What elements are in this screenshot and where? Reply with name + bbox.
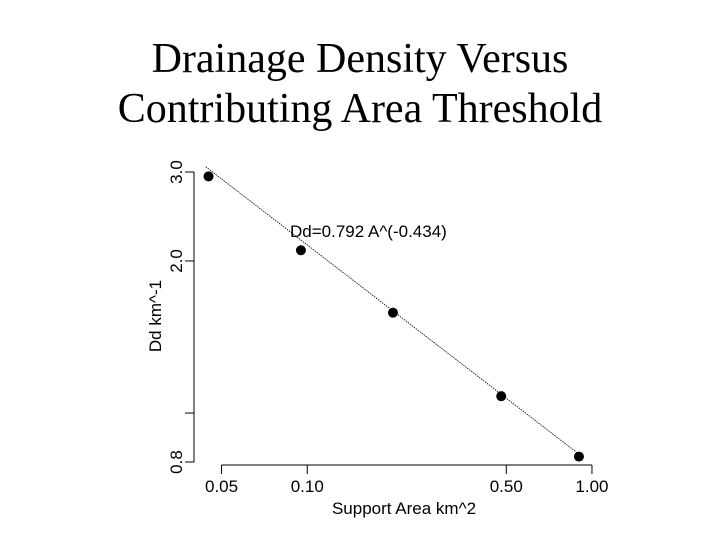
x-tick-label: 0.10 bbox=[291, 477, 324, 496]
y-tick-label: 0.8 bbox=[167, 450, 186, 474]
data-point bbox=[496, 391, 507, 402]
chart-title-line-2: Contributing Area Threshold bbox=[117, 86, 603, 132]
fit-equation-annotation: Dd=0.792 A^(-0.434) bbox=[290, 222, 447, 241]
x-axis-label: Support Area km^2 bbox=[332, 499, 476, 518]
y-tick-label: 3.0 bbox=[167, 160, 186, 184]
x-tick-label: 0.05 bbox=[205, 477, 238, 496]
data-points bbox=[203, 171, 584, 462]
x-tick-label: 0.50 bbox=[490, 477, 523, 496]
fit-line bbox=[205, 166, 582, 457]
data-point bbox=[203, 171, 214, 182]
data-point bbox=[295, 245, 306, 256]
data-point bbox=[573, 451, 584, 462]
data-point bbox=[387, 307, 398, 318]
y-axis-label: Dd km^-1 bbox=[146, 280, 165, 352]
y-tick-label: 2.0 bbox=[167, 249, 186, 273]
chart-title-line-1: Drainage Density Versus bbox=[151, 36, 569, 82]
chart-title: Drainage Density Versus Contributing Are… bbox=[0, 34, 720, 134]
axes: 0.05 0.10 0.50 1.00 0.8 2.0 3.0 bbox=[167, 160, 609, 496]
x-tick-label: 1.00 bbox=[575, 477, 608, 496]
